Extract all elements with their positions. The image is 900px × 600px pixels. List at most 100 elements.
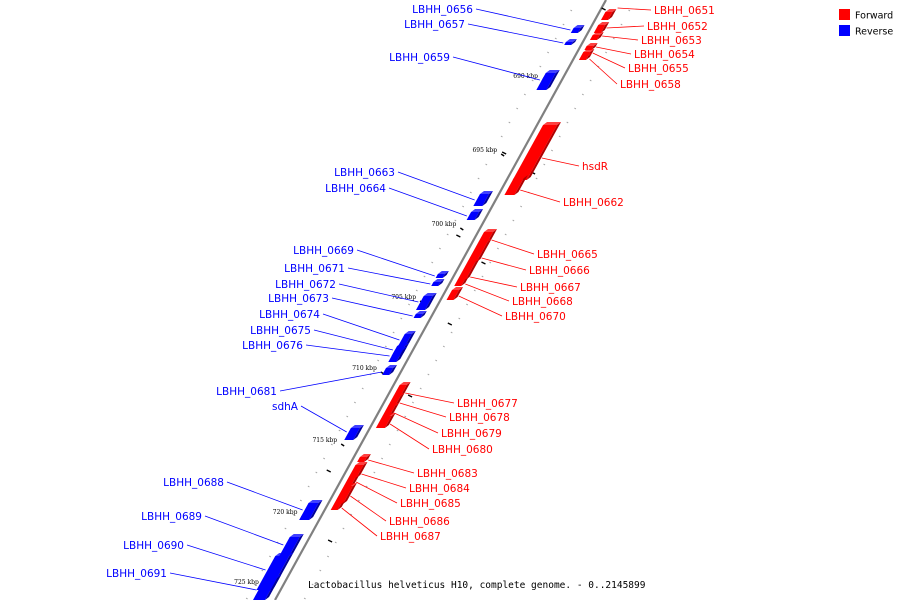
forward-leader-line: [617, 7, 652, 11]
kbp-tick-label: 720 kbp: [273, 509, 298, 516]
track-dash: [423, 275, 426, 278]
reverse-leader-line: [388, 187, 467, 217]
track-dash: [346, 415, 349, 418]
track-dash: [330, 443, 333, 446]
track-dash: [292, 513, 295, 516]
forward-gene-label: LBHH_0668: [512, 296, 573, 308]
forward-leader-line: [602, 35, 639, 41]
track-dash: [384, 345, 387, 348]
track-dash: [303, 597, 306, 600]
reverse-gene: [466, 209, 484, 220]
reverse-leader-line: [186, 544, 266, 571]
reverse-leader-line: [322, 313, 400, 341]
track-dash: [373, 471, 376, 474]
track-dash: [520, 205, 523, 208]
reverse-gene: [413, 311, 427, 318]
forward-leader-line: [361, 473, 407, 489]
kbp-tick-label: 705 kbp: [391, 294, 416, 301]
forward-leader-line: [595, 46, 632, 55]
reverse-gene-label: LBHH_0690: [123, 540, 184, 552]
forward-gene: [357, 454, 371, 462]
forward-gene: [393, 382, 411, 396]
reverse-gene: [253, 575, 282, 600]
track-dash: [408, 303, 411, 306]
track-dash: [361, 387, 364, 390]
forward-gene-label: LBHH_0680: [432, 444, 493, 456]
reverse-gene: [279, 534, 304, 556]
forward-gene-label: LBHH_0685: [400, 498, 461, 510]
forward-gene-label: LBHH_0665: [537, 249, 598, 261]
track-dash: [481, 275, 484, 278]
track-dash: [454, 219, 457, 222]
track-dash: [612, 37, 615, 40]
track-dash: [574, 107, 577, 110]
forward-leader-line: [399, 402, 447, 418]
kbp-tick-mark: [459, 227, 464, 231]
feature-dash: [326, 469, 332, 473]
track-dash: [334, 541, 337, 544]
feature-dash: [501, 151, 507, 155]
map-caption: Lactobacillus helveticus H10, complete g…: [308, 580, 646, 591]
legend-reverse-label: Reverse: [855, 27, 893, 38]
reverse-gene-label: LBHH_0689: [141, 511, 202, 523]
reverse-gene: [570, 25, 585, 33]
kbp-tick-mark: [340, 443, 345, 447]
reverse-leader-line: [397, 171, 475, 201]
track-dash: [396, 429, 399, 432]
forward-leader-line: [393, 412, 439, 434]
forward-gene-label: LBHH_0678: [449, 412, 510, 424]
reverse-gene: [388, 347, 407, 362]
forward-leader-line: [465, 283, 510, 302]
track-dash: [473, 289, 476, 292]
track-dash: [512, 219, 515, 222]
forward-gene: [348, 462, 368, 478]
forward-gene-label: LBHH_0683: [417, 468, 478, 480]
gene-features: [253, 9, 617, 600]
reverse-gene: [473, 191, 493, 206]
reverse-leader-line: [331, 297, 413, 317]
track-dash: [311, 583, 314, 586]
forward-leader-line: [606, 25, 645, 29]
track-dash: [245, 597, 248, 600]
track-dash: [357, 499, 360, 502]
forward-leader-line: [589, 58, 618, 85]
legend-forward-label: Forward: [855, 11, 893, 22]
forward-gene-label: LBHH_0654: [634, 49, 695, 61]
reverse-gene: [415, 293, 437, 310]
track-dash: [319, 569, 322, 572]
track-dash: [477, 177, 480, 180]
forward-gene: [454, 277, 469, 286]
reverse-gene-label: LBHH_0681: [216, 386, 277, 398]
reverse-gene: [382, 365, 397, 375]
feature-dash: [327, 539, 333, 543]
reverse-gene: [431, 279, 445, 286]
forward-gene-label: LBHH_0667: [520, 282, 581, 294]
reverse-gene-label: LBHH_0663: [334, 167, 395, 179]
track-dash: [485, 163, 488, 166]
track-dash: [450, 331, 453, 334]
reverse-gene-label: LBHH_0675: [250, 325, 311, 337]
track-dash: [469, 191, 472, 194]
track-dash: [535, 177, 538, 180]
track-dash: [442, 345, 445, 348]
track-dash: [261, 569, 264, 572]
forward-leader-line: [341, 507, 378, 537]
track-dash: [500, 135, 503, 138]
forward-gene-label: LBHH_0655: [628, 63, 689, 75]
forward-gene-label: LBHH_0658: [620, 79, 681, 91]
kbp-tick-label: 710 kbp: [352, 365, 377, 372]
forward-leader-line: [350, 495, 387, 522]
forward-gene-label: LBHH_0653: [641, 35, 702, 47]
reverse-gene: [299, 500, 323, 520]
forward-leader-line: [389, 423, 430, 450]
track-dash: [315, 471, 318, 474]
reverse-gene-label: LBHH_0673: [268, 293, 329, 305]
forward-gene-label: LBHH_0651: [654, 5, 715, 17]
forward-gene: [457, 259, 480, 280]
reverse-gene-label: sdhA: [272, 401, 299, 413]
track-dash: [323, 457, 326, 460]
feature-dash: [481, 261, 486, 265]
forward-gene: [512, 122, 562, 180]
forward-leader-line: [541, 157, 580, 167]
kbp-tick-mark: [500, 153, 505, 157]
